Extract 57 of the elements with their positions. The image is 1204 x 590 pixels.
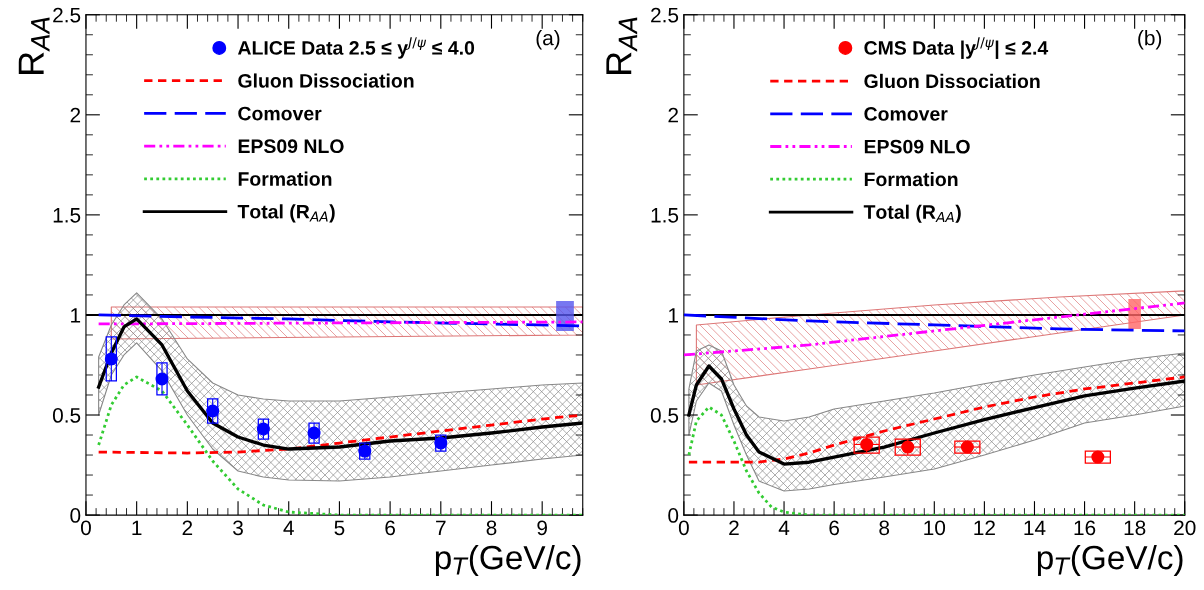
x-tick-label: 4 (283, 520, 294, 536)
legend-label: Comover (864, 107, 948, 121)
legend-label: Total (R$_{AA}$) (863, 204, 961, 223)
y-tick-label: 2 (668, 107, 678, 123)
legend-label: Gluon Dissociation (864, 73, 1040, 89)
x-tick-label: 14 (1024, 520, 1046, 536)
legend-label: Formation (864, 171, 958, 187)
x-tick-label: 7 (436, 520, 446, 536)
y-tick-label: 0.5 (650, 408, 679, 423)
x-tick-label: 12 (974, 520, 995, 536)
x-tick-label: 0 (678, 520, 689, 536)
annotation: (a) (536, 30, 560, 50)
y-tick-label: 2 (70, 107, 81, 123)
line-series (97, 375, 583, 516)
x-axis-title: p$_{T}$(GeV/c) (435, 544, 581, 576)
line-series (96, 317, 583, 451)
legend-label: Formation (238, 171, 332, 186)
line-series (687, 405, 1185, 516)
y-tick-label: 1.5 (651, 208, 679, 223)
x-tick-label: 0 (80, 520, 91, 536)
legend-label: EPS09 NLO (238, 139, 344, 154)
y-axis-title: R$_{AA}$ (18, 17, 50, 74)
point (104, 352, 118, 366)
y-tick-label: 1 (71, 308, 81, 323)
legend-label: EPS09 NLO (864, 139, 970, 154)
y-axis-title: R$_{AA}$ (606, 17, 638, 74)
annotation: (b) (1138, 30, 1162, 50)
x-tick-label: 2 (729, 520, 739, 536)
legend-label: Comover (238, 106, 322, 121)
x-tick-label: 6 (385, 520, 395, 536)
x-axis-title: p$_{T}$(GeV/c) (1037, 544, 1183, 576)
line-series (683, 301, 1185, 357)
legend-label: Gluon Dissociation (238, 73, 414, 88)
x-tick-label: 8 (879, 520, 890, 536)
y-tick-label: 0.5 (52, 408, 81, 423)
x-tick-label: 8 (486, 520, 497, 536)
line-series (683, 313, 1185, 333)
y-tick-label: 0 (70, 508, 81, 523)
x-tick-label: 3 (233, 520, 243, 536)
x-tick-label: 16 (1074, 520, 1096, 536)
x-tick-label: 2 (182, 520, 193, 536)
legend-label: Total (R$_{AA}$) (237, 204, 335, 223)
legend-label: ALICE Data 2.5 ≤ y$^{J/ψ}$ ≤ 4.0 (237, 37, 475, 59)
y-tick-label: 0 (668, 508, 679, 523)
y-tick-label: 2.5 (651, 7, 679, 23)
x-tick-label: 5 (334, 520, 345, 536)
x-tick-label: 10 (924, 520, 946, 536)
y-tick-label: 2.5 (53, 7, 81, 23)
x-tick-label: 1 (132, 520, 142, 536)
y-tick-label: 1.5 (53, 208, 81, 223)
x-tick-label: 4 (778, 520, 790, 536)
x-tick-label: 6 (829, 520, 840, 536)
x-tick-label: 20 (1174, 520, 1196, 536)
y-tick-label: 1 (669, 308, 678, 323)
x-tick-label: 18 (1124, 520, 1146, 536)
legend-label: CMS Data |y$^{J/ψ}$| ≤ 2.4 (864, 37, 1049, 59)
x-tick-label: 9 (537, 520, 547, 536)
